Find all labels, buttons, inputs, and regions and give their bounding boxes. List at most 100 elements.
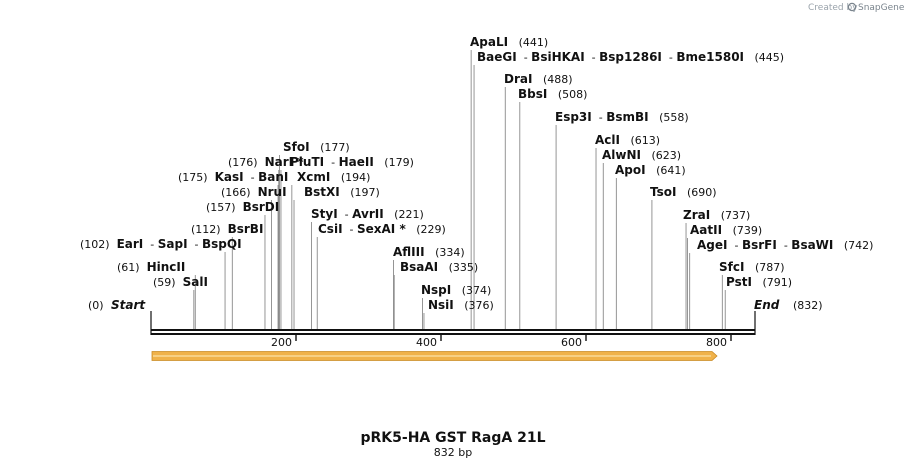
enzyme-name: ApoI bbox=[615, 163, 646, 177]
enzyme-name: Bme1580I bbox=[676, 50, 744, 64]
svg-text:AclI (613): AclI (613) bbox=[595, 133, 660, 147]
tick-label: 600 bbox=[561, 336, 582, 349]
enzyme-name: BsiHKAI bbox=[531, 50, 585, 64]
site-label-baegi: BaeGI - BsiHKAI - Bsp1286I - Bme1580I (4… bbox=[477, 50, 784, 64]
site-label-apali: ApaLI (441) bbox=[470, 35, 548, 49]
credit-prefix: Created by bbox=[808, 3, 858, 13]
enzyme-name: BstXI bbox=[304, 185, 340, 199]
site-label-xcmi: XcmI (194) bbox=[297, 170, 370, 184]
enzyme-name: SapI bbox=[158, 237, 188, 251]
site-label-kasi: (175) KasI - BanI bbox=[178, 170, 288, 184]
site-label-sfci: SfcI (787) bbox=[719, 260, 785, 274]
svg-text:CsiI - SexAI * (229): CsiI - SexAI * (229) bbox=[318, 222, 446, 236]
enzyme-name: SalI bbox=[183, 275, 208, 289]
site-label-aatii: AatII (739) bbox=[690, 223, 762, 237]
site-separator: - bbox=[244, 171, 258, 184]
site-position: (508) bbox=[558, 88, 588, 101]
enzyme-name: BbsI bbox=[518, 87, 547, 101]
site-label-acli: AclI (613) bbox=[595, 133, 660, 147]
svg-text:BsaAI (335): BsaAI (335) bbox=[400, 260, 478, 274]
site-position: (742) bbox=[844, 239, 874, 252]
enzyme-name: AgeI bbox=[697, 238, 727, 252]
enzyme-name: SfcI bbox=[719, 260, 744, 274]
site-label-bsaai: BsaAI (335) bbox=[400, 260, 478, 274]
site-position: (229) bbox=[416, 223, 446, 236]
ruler-ticks: 200 400 600 800 bbox=[271, 335, 732, 349]
svg-text:PstI (791): PstI (791) bbox=[726, 275, 792, 289]
enzyme-name: BsaAI bbox=[400, 260, 438, 274]
site-position: (690) bbox=[687, 186, 717, 199]
svg-text:Esp3I - BsmBI (558): Esp3I - BsmBI (558) bbox=[555, 110, 689, 124]
site-label-styi: StyI - AvrII (221) bbox=[311, 207, 424, 221]
enzyme-name: PluTI bbox=[290, 155, 324, 169]
svg-text:(59) SalI: (59) SalI bbox=[153, 275, 208, 289]
site-position: (558) bbox=[659, 111, 689, 124]
end-label: End bbox=[754, 298, 780, 312]
svg-text:NsiI (376): NsiI (376) bbox=[428, 298, 494, 312]
site-position: (445) bbox=[755, 51, 785, 64]
enzyme-name: AatII bbox=[690, 223, 722, 237]
svg-text:AlwNI (623): AlwNI (623) bbox=[602, 148, 681, 162]
site-position: (376) bbox=[464, 299, 494, 312]
feature-arrow bbox=[151, 351, 718, 361]
enzyme-name: NarI * bbox=[265, 155, 305, 169]
enzyme-name: Esp3I bbox=[555, 110, 592, 124]
site-label-sfoi: SfoI (177) bbox=[283, 140, 350, 154]
site-label-nari: (176) NarI * bbox=[228, 155, 304, 169]
enzyme-name: AvrII bbox=[352, 207, 384, 221]
svg-text:AgeI - BsrFI - BsaWI (742): AgeI - BsrFI - BsaWI (742) bbox=[697, 238, 873, 252]
site-position: (623) bbox=[652, 149, 682, 162]
svg-text:(176) NarI *: (176) NarI * bbox=[228, 155, 304, 169]
enzyme-name: BaeGI bbox=[477, 50, 517, 64]
site-separator: - bbox=[662, 51, 676, 64]
map-length: 832 bp bbox=[434, 446, 472, 459]
site-position: (59) bbox=[153, 276, 176, 289]
site-separator: - bbox=[585, 51, 599, 64]
site-position: (176) bbox=[228, 156, 258, 169]
site-position: (157) bbox=[206, 201, 236, 214]
site-label-csii: CsiI - SexAI * (229) bbox=[318, 222, 446, 236]
site-separator: - bbox=[338, 208, 352, 221]
site-label-nsii: NsiI (376) bbox=[428, 298, 494, 312]
site-position: (641) bbox=[656, 164, 686, 177]
tick-400: 400 bbox=[416, 335, 442, 349]
site-label-nspi: NspI (374) bbox=[421, 283, 491, 297]
site-position: (613) bbox=[630, 134, 660, 147]
svg-text:TsoI (690): TsoI (690) bbox=[650, 185, 717, 199]
site-position: (488) bbox=[543, 73, 573, 86]
svg-text:StyI - AvrII (221): StyI - AvrII (221) bbox=[311, 207, 424, 221]
site-label-bsrdi: (157) BsrDI bbox=[206, 200, 279, 214]
svg-text:ZraI (737): ZraI (737) bbox=[683, 208, 750, 222]
enzyme-name: NsiI bbox=[428, 298, 454, 312]
site-label-esp3i: Esp3I - BsmBI (558) bbox=[555, 110, 689, 124]
site-position: (787) bbox=[755, 261, 785, 274]
tick-200: 200 bbox=[271, 335, 297, 349]
site-label-psti: PstI (791) bbox=[726, 275, 792, 289]
site-label-bstxi: BstXI (197) bbox=[304, 185, 380, 199]
site-label-eari: (102) EarI - SapI - BspQI bbox=[80, 237, 242, 251]
enzyme-name: BsrFI bbox=[742, 238, 777, 252]
enzyme-name: HaeII bbox=[339, 155, 374, 169]
enzyme-name: PstI bbox=[726, 275, 752, 289]
site-label-afliii: AflIII (334) bbox=[393, 245, 465, 259]
site-separator: - bbox=[343, 223, 357, 236]
enzyme-name: AlwNI bbox=[602, 148, 641, 162]
site-label-hincii: (61) HincII bbox=[117, 260, 185, 274]
site-separator: - bbox=[592, 111, 606, 124]
site-separator: - bbox=[143, 238, 157, 251]
svg-text:SfcI (787): SfcI (787) bbox=[719, 260, 785, 274]
tick-label: 200 bbox=[271, 336, 292, 349]
enzyme-name: AclI bbox=[595, 133, 620, 147]
tick-label: 800 bbox=[706, 336, 727, 349]
site-labels: (59) SalI(61) HincII (102) EarI - SapI - … bbox=[80, 35, 873, 312]
site-separator: - bbox=[727, 239, 741, 252]
site-label-bsrbi: (112) BsrBI bbox=[191, 222, 263, 236]
svg-text:BaeGI - BsiHKAI - Bsp1286I: BaeGI - BsiHKAI - Bsp1286I - Bme1580I (4… bbox=[477, 50, 784, 64]
site-label-sali: (59) SalI bbox=[153, 275, 208, 289]
enzyme-name: NruI bbox=[258, 185, 287, 199]
enzyme-name: CsiI bbox=[318, 222, 343, 236]
site-separator: - bbox=[777, 239, 791, 252]
enzyme-name: AflIII bbox=[393, 245, 425, 259]
site-position: (441) bbox=[519, 36, 549, 49]
map-title: pRK5-HA GST RagA 21L bbox=[361, 430, 546, 446]
